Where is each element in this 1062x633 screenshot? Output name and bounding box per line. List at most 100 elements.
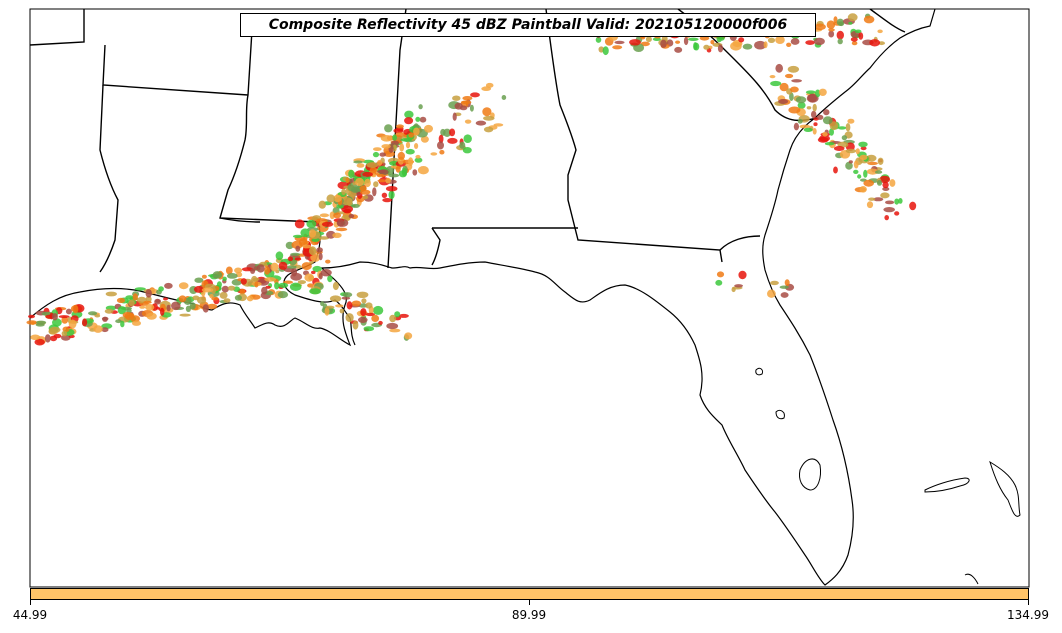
reflectivity-blob [687, 37, 699, 41]
reflectivity-blob [415, 116, 421, 122]
reflectivity-blob [211, 296, 219, 301]
reflectivity-blob [481, 86, 492, 91]
reflectivity-blob [385, 186, 398, 192]
reflectivity-blob [770, 80, 782, 87]
reflectivity-blob [459, 141, 466, 149]
reflectivity-blob [381, 144, 391, 149]
reflectivity-blob [316, 247, 323, 253]
reflectivity-blob [360, 308, 367, 317]
reflectivity-blob [30, 334, 41, 341]
reflectivity-blob [863, 15, 875, 24]
reflectivity-blob [132, 320, 141, 326]
reflectivity-blob [356, 163, 365, 168]
reflectivity-blob [139, 305, 146, 309]
reflectivity-blob [412, 169, 418, 176]
reflectivity-blob [145, 304, 155, 311]
reflectivity-blob [343, 208, 352, 214]
reflectivity-blob [297, 280, 306, 285]
reflectivity-blob [763, 41, 768, 49]
reflectivity-blob [437, 141, 444, 150]
reflectivity-blob [447, 137, 458, 144]
reflectivity-blob [813, 37, 825, 46]
reflectivity-blob [833, 146, 845, 151]
reflectivity-blob [703, 44, 710, 50]
reflectivity-blob [362, 171, 373, 177]
reflectivity-blob [683, 36, 689, 46]
reflectivity-blob [346, 301, 353, 310]
reflectivity-blob [145, 295, 152, 303]
reflectivity-blob [226, 273, 238, 279]
reflectivity-blob [413, 127, 420, 136]
reflectivity-blob [814, 23, 826, 31]
reflectivity-blob [462, 96, 473, 101]
reflectivity-blob [333, 212, 341, 219]
reflectivity-blob [301, 262, 312, 271]
reflectivity-blob [388, 190, 395, 200]
reflectivity-blob [807, 93, 817, 103]
lake-okeechobee [799, 458, 821, 491]
reflectivity-blob [822, 132, 828, 137]
reflectivity-blob [311, 270, 316, 275]
reflectivity-blob [207, 303, 218, 310]
reflectivity-blob [384, 124, 393, 133]
reflectivity-blob [379, 152, 387, 157]
reflectivity-blob [779, 285, 789, 289]
reflectivity-blob [786, 42, 792, 47]
reflectivity-blob [376, 174, 385, 178]
reflectivity-blob [192, 295, 200, 301]
reflectivity-blob [361, 298, 367, 304]
reflectivity-blob [300, 228, 310, 238]
reflectivity-blob [289, 282, 302, 291]
reflectivity-blob [62, 326, 70, 333]
reflectivity-blob [829, 121, 839, 131]
reflectivity-blob [286, 265, 297, 269]
reflectivity-blob [812, 128, 817, 135]
reflectivity-blob [324, 307, 330, 316]
reflectivity-blob [327, 275, 333, 283]
reflectivity-blob [122, 311, 133, 318]
reflectivity-blob [408, 157, 414, 167]
reflectivity-blob [836, 30, 844, 40]
reflectivity-blob [845, 123, 851, 132]
reflectivity-blob [602, 46, 609, 56]
reflectivity-blob [837, 38, 843, 45]
reflectivity-blob [769, 75, 776, 79]
reflectivity-blob [483, 126, 494, 133]
reflectivity-blob [848, 160, 853, 164]
reflectivity-blob [612, 45, 623, 50]
reflectivity-blob [132, 293, 138, 301]
reflectivity-blob [462, 147, 472, 154]
reflectivity-blob [392, 134, 397, 141]
reflectivity-blob [320, 269, 332, 277]
reflectivity-blob [221, 285, 229, 293]
reflectivity-blob [866, 168, 879, 175]
reflectivity-blob [88, 311, 98, 316]
reflectivity-blob [61, 330, 68, 337]
reflectivity-blob [366, 162, 379, 168]
reflectivity-blob [155, 299, 161, 303]
map-title: Composite Reflectivity 45 dBZ Paintball … [240, 13, 816, 37]
reflectivity-blob [373, 147, 382, 152]
reflectivity-blob [629, 39, 641, 46]
reflectivity-blob [278, 261, 288, 270]
reflectivity-blob [799, 124, 811, 129]
reflectivity-blob [335, 227, 348, 232]
reflectivity-blob [348, 169, 355, 179]
reflectivity-blob [306, 219, 317, 229]
reflectivity-blob [189, 302, 196, 310]
reflectivity-blob [841, 135, 848, 141]
reflectivity-blob [894, 198, 900, 205]
reflectivity-blob [120, 320, 125, 328]
reflectivity-blob [475, 120, 487, 126]
reflectivity-blob [254, 281, 259, 288]
reflectivity-blob [898, 198, 903, 204]
reflectivity-blob [321, 221, 334, 227]
reflectivity-blob [833, 16, 838, 23]
reflectivity-blob [339, 308, 345, 314]
reflectivity-blob [351, 186, 360, 193]
reflectivity-blob [345, 177, 350, 183]
reflectivity-blob [158, 286, 164, 292]
reflectivity-blob [847, 118, 855, 124]
reflectivity-blob [883, 207, 895, 213]
